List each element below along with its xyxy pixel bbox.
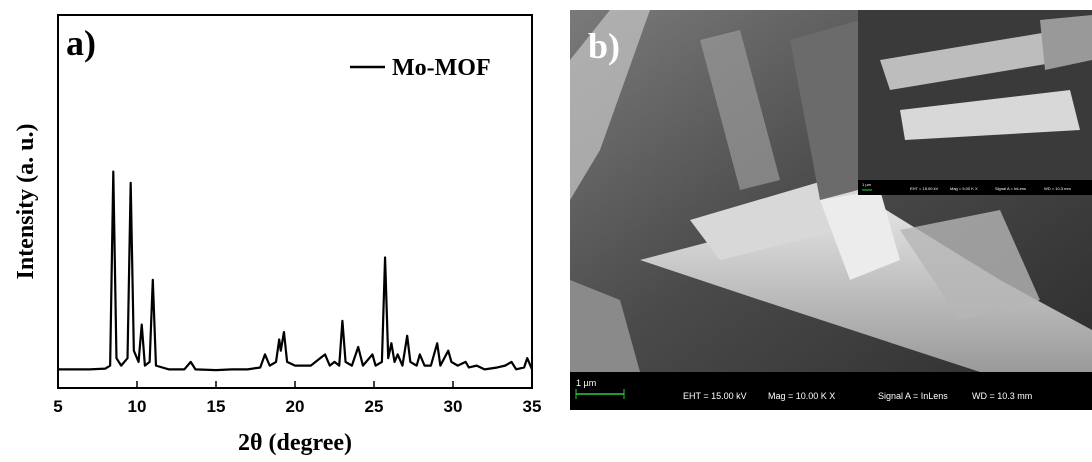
x-tick-label: 10 bbox=[128, 397, 147, 416]
panel-label: b) bbox=[588, 26, 620, 66]
sem-info: WD = 10.3 mm bbox=[972, 391, 1032, 401]
inset-info: EHT = 15.00 kV bbox=[910, 186, 939, 191]
x-tick-label: 35 bbox=[523, 397, 542, 416]
x-tick-label: 20 bbox=[286, 397, 305, 416]
y-axis-label: Intensity (a. u.) bbox=[13, 123, 39, 279]
x-tick-label: 5 bbox=[53, 397, 62, 416]
inset-info: Signal A = InLens bbox=[995, 186, 1026, 191]
panel-label: a) bbox=[66, 23, 96, 63]
x-axis-label: 2θ (degree) bbox=[238, 430, 352, 456]
x-tick-label: 30 bbox=[444, 397, 463, 416]
legend-label: Mo-MOF bbox=[392, 55, 491, 81]
inset-info: WD = 10.3 mm bbox=[1044, 186, 1071, 191]
sem-info: Mag = 10.00 K X bbox=[768, 391, 835, 401]
inset-scale-bar-label: 1 µm bbox=[862, 182, 872, 187]
data-line bbox=[58, 170, 534, 372]
x-tick-label: 25 bbox=[365, 397, 384, 416]
inset-info: Mag = 5.00 K X bbox=[950, 186, 978, 191]
sem-info: Signal A = InLens bbox=[878, 391, 948, 401]
sem-info: EHT = 15.00 kV bbox=[683, 391, 747, 401]
x-tick-label: 15 bbox=[207, 397, 226, 416]
scale-bar-label: 1 µm bbox=[576, 378, 596, 388]
sem-image bbox=[570, 10, 1092, 410]
